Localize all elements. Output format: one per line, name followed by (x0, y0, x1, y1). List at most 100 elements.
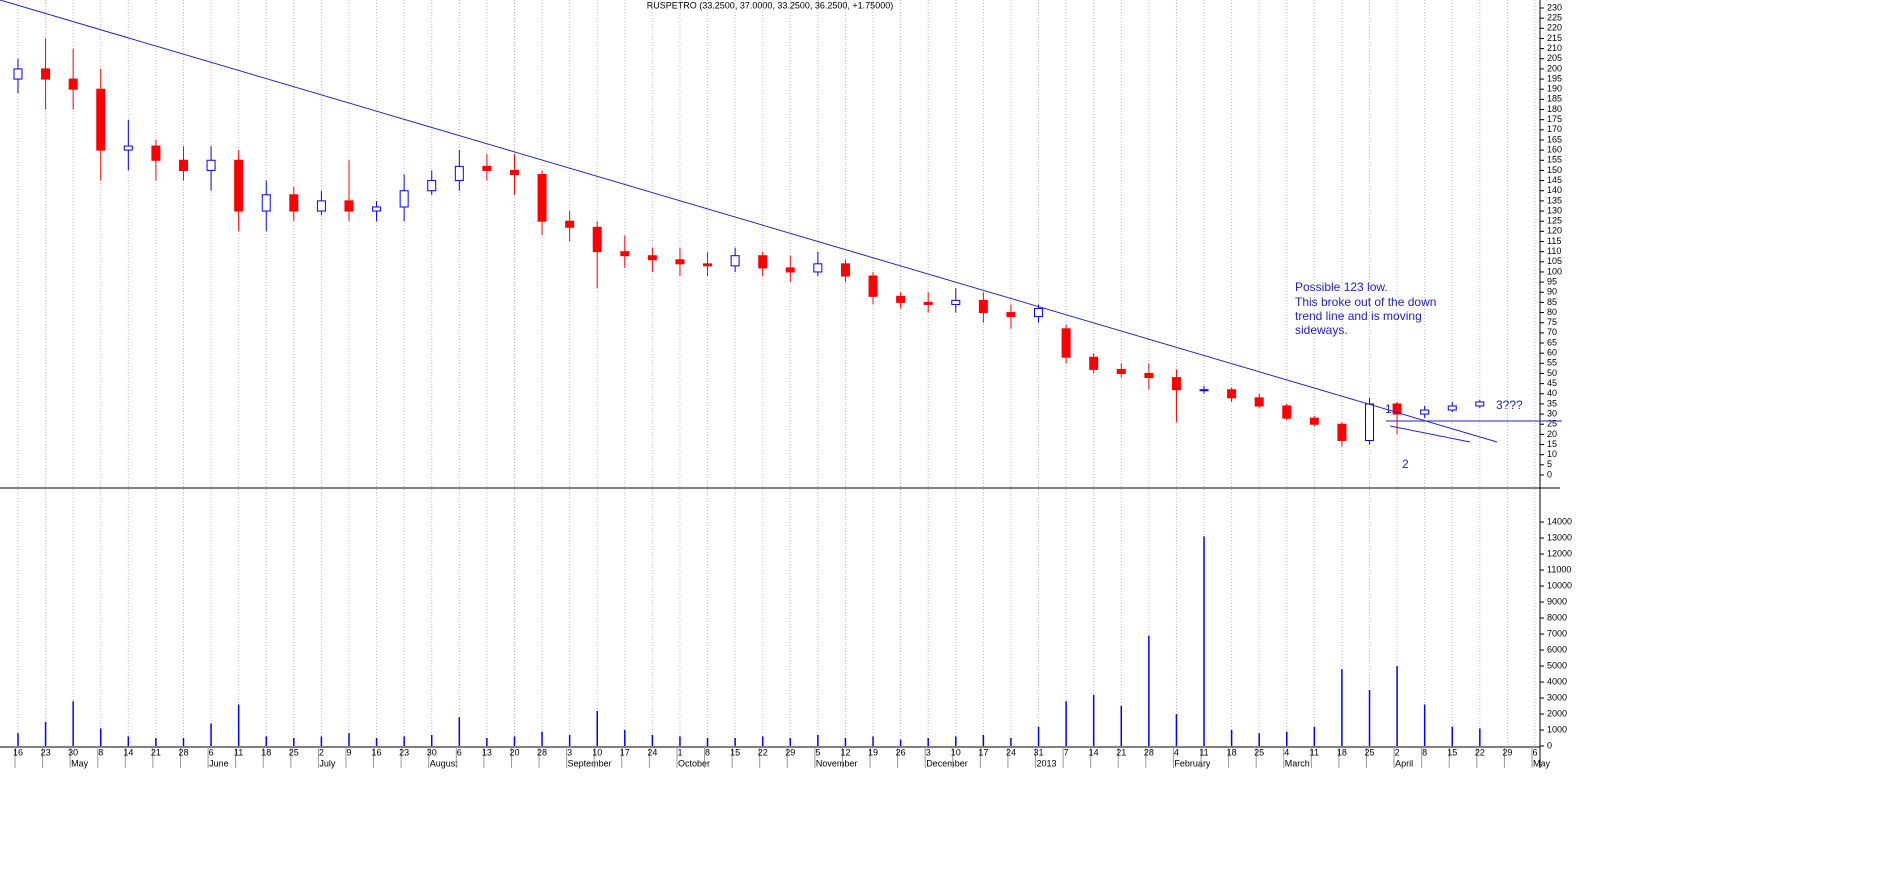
y-tick-label: 95 (1547, 276, 1557, 286)
y-tick-label: 210 (1547, 43, 1562, 53)
candle-body (509, 169, 519, 175)
candle-body (206, 159, 216, 171)
candle-body (647, 255, 657, 261)
candle-body (1475, 401, 1485, 407)
y-tick-label: 170 (1547, 124, 1562, 134)
annotation: trend line and is moving (1295, 309, 1422, 323)
y-tick-label: 2000 (1547, 708, 1567, 718)
annotation: Possible 123 low. (1295, 280, 1388, 294)
y-tick-label: 10000 (1547, 580, 1572, 590)
chart-title: RUSPETRO (33.2500, 37.0000, 33.2500, 36.… (647, 0, 893, 10)
x-month-label: July (319, 758, 336, 768)
y-tick-label: 175 (1547, 114, 1562, 124)
x-tick-label: 6 (209, 747, 214, 757)
x-month-label: April (1395, 758, 1413, 768)
x-month-label: October (678, 758, 710, 768)
candle-body (427, 180, 437, 192)
x-tick-label: 4 (1284, 747, 1289, 757)
y-tick-label: 0 (1547, 740, 1552, 750)
x-tick-label: 30 (427, 747, 437, 757)
x-tick-label: 11 (1199, 747, 1208, 757)
candle-body (1447, 405, 1457, 411)
x-tick-label: 29 (785, 747, 795, 757)
candle-body (730, 255, 740, 267)
x-tick-label: 25 (1365, 747, 1375, 757)
y-tick-label: 6000 (1547, 644, 1567, 654)
candle-body (1254, 397, 1264, 407)
y-tick-label: 1000 (1547, 724, 1567, 734)
y-tick-label: 25 (1547, 419, 1557, 429)
x-tick-label: 22 (758, 747, 768, 757)
y-tick-label: 115 (1547, 236, 1561, 246)
x-tick-label: 22 (1475, 747, 1485, 757)
candle-body (1199, 389, 1209, 392)
candle-body (1309, 417, 1319, 425)
y-tick-label: 205 (1547, 53, 1562, 63)
y-tick-label: 14000 (1547, 516, 1572, 526)
candle-body (123, 145, 133, 151)
y-tick-label: 195 (1547, 73, 1562, 83)
candle-body (316, 200, 326, 212)
x-month-label: November (816, 758, 858, 768)
candle-body (620, 251, 630, 257)
x-month-label: May (1533, 758, 1551, 768)
candle-body (758, 255, 768, 269)
x-month-label: 2013 (1037, 758, 1057, 768)
y-tick-label: 7000 (1547, 628, 1567, 638)
candle-body (868, 275, 878, 297)
x-tick-label: 1 (677, 747, 682, 757)
y-tick-label: 20 (1547, 429, 1557, 439)
candle-body (1365, 403, 1375, 441)
x-tick-label: 21 (151, 747, 161, 757)
x-tick-label: 28 (178, 747, 188, 757)
candle-body (1337, 423, 1347, 441)
y-tick-label: 35 (1547, 398, 1557, 408)
candle-body (68, 78, 78, 90)
y-tick-label: 3000 (1547, 692, 1567, 702)
y-tick-label: 30 (1547, 408, 1557, 418)
y-tick-label: 12000 (1547, 548, 1572, 558)
candle-body (896, 295, 906, 303)
x-tick-label: 20 (509, 747, 519, 757)
x-month-label: August (430, 758, 459, 768)
x-tick-label: 8 (705, 747, 710, 757)
candle-body (178, 159, 188, 171)
x-tick-label: 21 (1116, 747, 1126, 757)
y-tick-label: 10 (1547, 449, 1557, 459)
y-tick-label: 225 (1547, 13, 1562, 23)
candle-body (454, 165, 464, 182)
y-tick-label: 165 (1547, 134, 1562, 144)
y-tick-label: 145 (1547, 175, 1562, 185)
y-tick-label: 185 (1547, 94, 1562, 104)
x-tick-label: 19 (868, 747, 878, 757)
x-tick-label: 16 (372, 747, 382, 757)
candle-body (261, 194, 271, 212)
y-tick-label: 0 (1547, 469, 1552, 479)
annotation: sideways. (1295, 323, 1348, 337)
x-tick-label: 17 (620, 747, 630, 757)
x-tick-label: 4 (1174, 747, 1179, 757)
x-tick-label: 6 (457, 747, 462, 757)
y-tick-label: 120 (1547, 226, 1562, 236)
y-tick-label: 155 (1547, 155, 1562, 165)
x-tick-label: 12 (840, 747, 850, 757)
x-tick-label: 30 (68, 747, 78, 757)
y-tick-label: 110 (1547, 246, 1561, 256)
x-tick-label: 17 (978, 747, 988, 757)
annotation: 1 (1385, 402, 1392, 416)
y-tick-label: 40 (1547, 388, 1557, 398)
candle-body (372, 206, 382, 212)
y-tick-label: 90 (1547, 287, 1557, 297)
candle-body (96, 88, 106, 151)
annotation: 2 (1402, 457, 1409, 471)
candle-body (813, 263, 823, 273)
x-tick-label: 5 (815, 747, 820, 757)
x-tick-label: 2 (1395, 747, 1400, 757)
x-month-label: February (1174, 758, 1211, 768)
y-tick-label: 105 (1547, 256, 1562, 266)
y-tick-label: 190 (1547, 84, 1562, 94)
y-tick-label: 4000 (1547, 676, 1567, 686)
candle-body (289, 194, 299, 212)
